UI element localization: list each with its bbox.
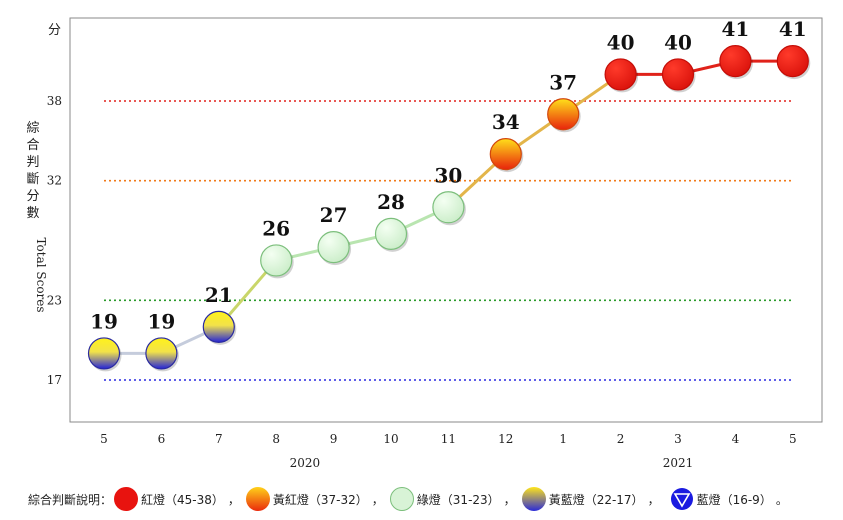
data-point xyxy=(374,217,408,250)
data-label: 41 xyxy=(779,17,807,41)
y-axis-label-char: 數 xyxy=(26,206,39,221)
x-tick-label: 6 xyxy=(158,432,166,446)
legend-swatch-yellow_red-icon xyxy=(245,487,270,511)
data-point xyxy=(547,98,580,131)
data-label: 19 xyxy=(147,309,175,333)
data-label: 21 xyxy=(205,283,233,307)
y-tick-label: 32 xyxy=(47,174,62,188)
x-tick-label: 3 xyxy=(674,432,682,446)
data-point xyxy=(260,244,293,277)
series-points xyxy=(87,45,811,372)
y-axis-label-char: 綜 xyxy=(26,121,39,136)
y-axis-label-en: Total Scores xyxy=(34,237,48,312)
x-tick-label: 9 xyxy=(330,432,338,446)
data-label: 40 xyxy=(664,30,692,54)
y-axis-label-char: 斷 xyxy=(26,172,39,187)
y-axis-label-char: 合 xyxy=(26,138,39,153)
data-point xyxy=(489,138,522,171)
legend-item-red: 紅燈（45-38）， xyxy=(112,487,244,511)
data-label: 19 xyxy=(90,309,118,333)
data-label: 30 xyxy=(434,163,462,187)
legend-swatch-yellow_blue-icon xyxy=(521,487,546,511)
data-label: 26 xyxy=(262,216,290,240)
x-axis-ticks: 5 6 7 8 9 10 11 12 1 2 3 4 5 xyxy=(100,432,796,446)
legend-label: 黃紅燈（37-32） xyxy=(272,492,368,507)
data-point xyxy=(604,58,637,91)
legend-swatch-green-icon xyxy=(389,487,414,511)
data-label: 34 xyxy=(492,110,520,134)
legend-separator: ， xyxy=(227,492,240,507)
legend-swatch-red-icon xyxy=(114,487,139,511)
data-point xyxy=(317,231,350,264)
legend-item-yellow_red: 黃紅燈（37-32）， xyxy=(244,487,388,511)
data-label: 27 xyxy=(320,203,348,227)
y-tick-label: 38 xyxy=(47,94,62,108)
value-labels: 19 19 21 26 27 28 30 34 37 40 40 41 41 xyxy=(90,17,807,333)
legend-swatch-blue-icon xyxy=(670,488,693,510)
legend-separator: ， xyxy=(503,492,516,507)
data-point xyxy=(661,58,695,91)
year-labels: 2020 2021 xyxy=(290,456,694,470)
x-tick-label: 7 xyxy=(215,432,223,446)
y-tick-label: 17 xyxy=(47,373,62,387)
x-tick-label: 12 xyxy=(498,432,513,446)
legend-separator: 。 xyxy=(775,492,788,507)
x-tick-label: 1 xyxy=(559,432,567,446)
x-tick-label: 5 xyxy=(789,432,797,446)
year-label: 2020 xyxy=(290,456,321,470)
data-label: 40 xyxy=(607,30,635,54)
x-tick-label: 4 xyxy=(732,432,740,446)
x-tick-label: 8 xyxy=(272,432,280,446)
legend: 綜合判斷說明： 紅燈（45-38），黃紅燈（37-32），綠燈（31-23），黃… xyxy=(28,484,792,514)
data-point xyxy=(719,45,752,78)
data-point xyxy=(87,337,121,370)
legend-item-blue: 藍燈（16-9）。 xyxy=(664,487,792,511)
y-axis-label-zh: 綜合判斷分數 xyxy=(26,121,39,221)
x-tick-label: 2 xyxy=(617,432,625,446)
legend-label: 黃藍燈（22-17） xyxy=(548,492,644,507)
y-unit-label: 分 xyxy=(48,23,61,38)
legend-label: 紅燈（45-38） xyxy=(141,492,224,507)
legend-separator: ， xyxy=(647,492,660,507)
data-point xyxy=(432,191,465,224)
data-label: 28 xyxy=(377,190,405,214)
legend-label: 綠燈（31-23） xyxy=(416,492,500,507)
data-label: 37 xyxy=(549,70,577,94)
legend-item-yellow_blue: 黃藍燈（22-17）， xyxy=(520,487,664,511)
data-point xyxy=(145,337,178,370)
x-tick-label: 10 xyxy=(383,432,398,446)
y-axis-label-char: 分 xyxy=(26,189,39,204)
threshold-lines xyxy=(104,100,794,381)
legend-title: 綜合判斷說明： xyxy=(28,492,113,507)
x-tick-label: 11 xyxy=(441,432,456,446)
data-label: 41 xyxy=(721,17,749,41)
y-axis-label-char: 判 xyxy=(26,155,39,170)
y-axis-ticks: 17 23 32 38 xyxy=(47,94,62,387)
y-tick-label: 23 xyxy=(47,293,62,307)
year-label: 2021 xyxy=(663,456,694,470)
legend-item-green: 綠燈（31-23）， xyxy=(388,487,520,511)
data-point xyxy=(776,45,809,78)
x-tick-label: 5 xyxy=(100,432,108,446)
legend-separator: ， xyxy=(371,492,384,507)
legend-label: 藍燈（16-9） xyxy=(696,492,772,507)
data-point xyxy=(202,310,235,343)
